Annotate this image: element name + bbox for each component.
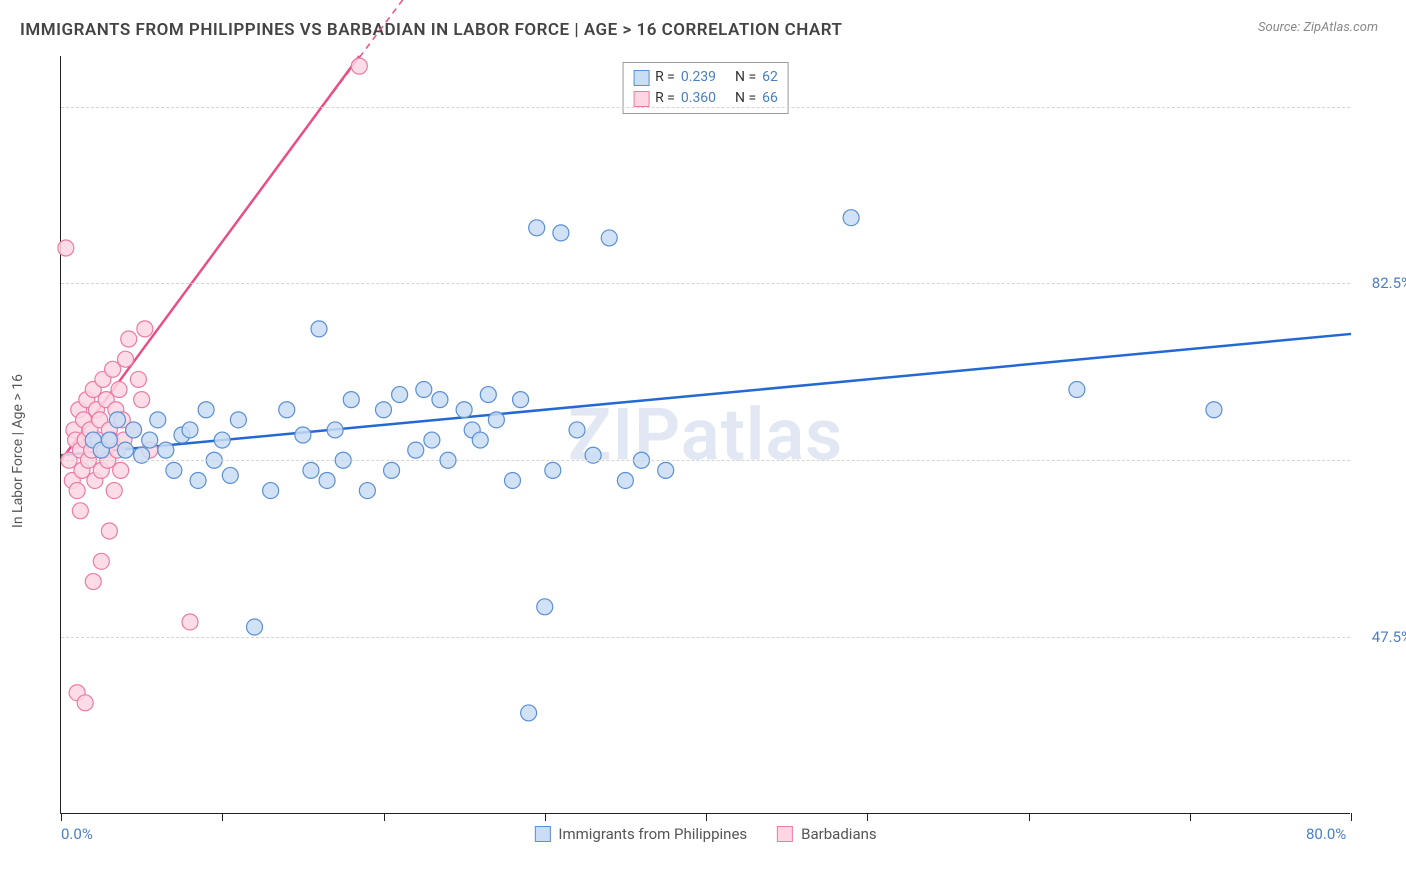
x-tick-label: 0.0% — [61, 825, 93, 843]
y-tick-label: 47.5% — [1372, 628, 1406, 646]
grid-line — [61, 637, 1350, 638]
x-tick — [545, 813, 546, 821]
series-legend: Immigrants from Philippines Barbadians — [534, 825, 876, 843]
chart-title: IMMIGRANTS FROM PHILIPPINES VS BARBADIAN… — [20, 20, 843, 40]
plot-container: In Labor Force | Age > 16 ZIPatlas R = 0… — [20, 56, 1386, 846]
grid-line — [61, 107, 1350, 108]
swatch-barbadians-icon — [777, 826, 793, 842]
stats-row-philippines: R = 0.239 N = 62 — [633, 67, 778, 88]
x-tick — [1190, 813, 1191, 821]
legend-item-barbadians: Barbadians — [777, 825, 876, 843]
x-tick — [222, 813, 223, 821]
x-tick — [61, 813, 62, 821]
y-tick-label: 82.5% — [1372, 274, 1406, 292]
swatch-philippines — [633, 70, 649, 86]
x-tick-label: 80.0% — [1306, 825, 1346, 843]
grid-line — [61, 283, 1350, 284]
grid-line — [61, 460, 1350, 461]
x-tick — [384, 813, 385, 821]
x-tick — [1351, 813, 1352, 821]
swatch-barbadians — [633, 91, 649, 107]
swatch-philippines-icon — [534, 826, 550, 842]
x-tick — [867, 813, 868, 821]
plot-area: ZIPatlas R = 0.239 N = 62 R = 0.360 N = … — [60, 56, 1350, 814]
source-attribution: Source: ZipAtlas.com — [1258, 20, 1378, 35]
x-tick — [706, 813, 707, 821]
x-tick — [1029, 813, 1030, 821]
chart-svg — [61, 56, 1350, 813]
y-axis-title: In Labor Force | Age > 16 — [10, 374, 26, 528]
legend-item-philippines: Immigrants from Philippines — [534, 825, 747, 843]
